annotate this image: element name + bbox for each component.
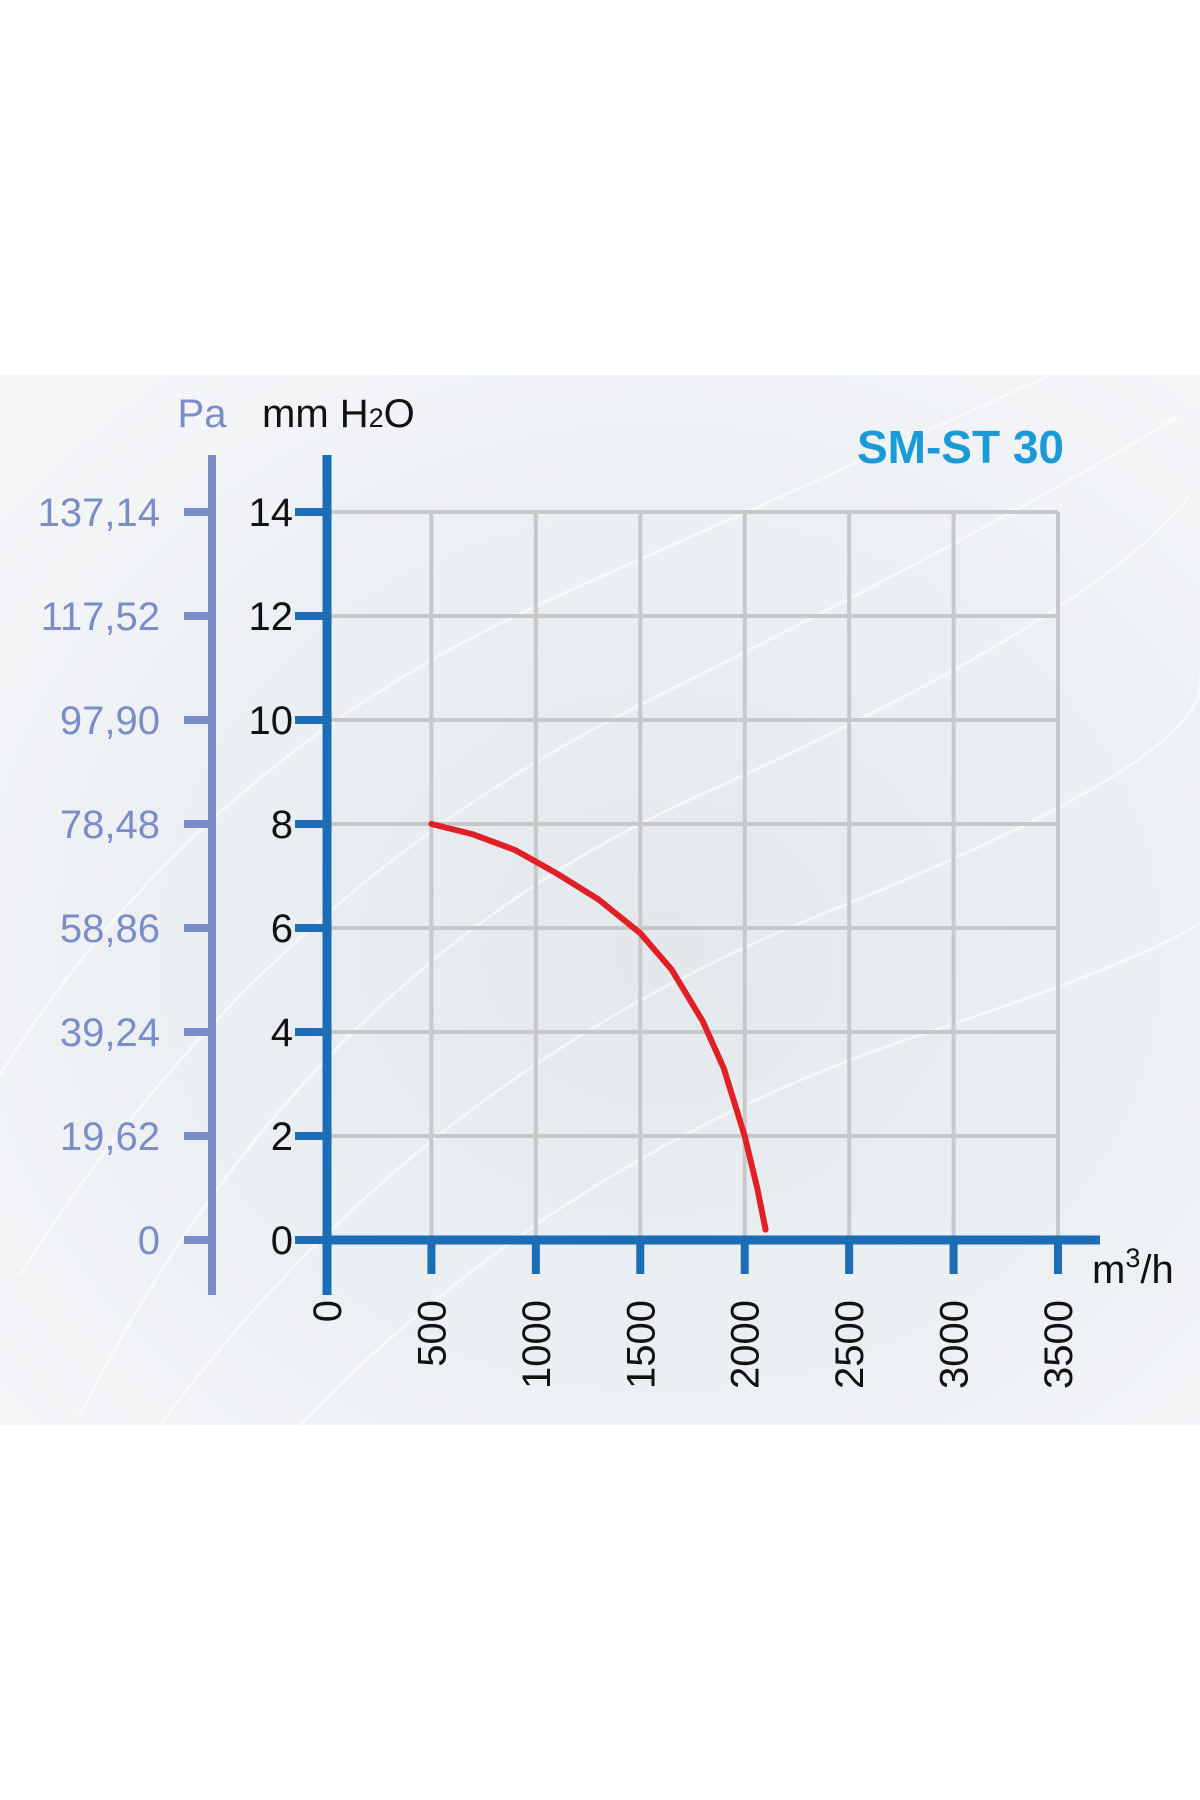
mm-axis-label-main: mm H <box>262 392 369 436</box>
y-tick-label: 0 <box>271 1219 293 1263</box>
mm-axis-label-sub: 2 <box>369 403 384 433</box>
pa-axis-label: Pa <box>178 392 228 436</box>
x-tick-label: 500 <box>410 1300 454 1367</box>
x-tick-label: 3000 <box>933 1300 977 1389</box>
mm-axis-label-end: O <box>384 392 415 436</box>
y-tick-label: 10 <box>249 699 294 743</box>
x-tick-label: 0 <box>306 1300 350 1322</box>
series-line <box>428 821 769 1233</box>
pa-tick-label: 137,14 <box>38 491 160 535</box>
pa-tick-label: 39,24 <box>60 1011 160 1055</box>
chart-svg: 0 2 4 6 8 10 12 14 0 19,62 39,24 58,86 78,48 97,90 117… <box>0 375 1200 1425</box>
grid <box>327 510 1060 1240</box>
y-tick-label: 2 <box>271 1115 293 1159</box>
labels: 0 2 4 6 8 10 12 14 0 19,62 39,24 58,86 78,48 97,90 117… <box>38 491 1081 1389</box>
x-tick-label: 2500 <box>828 1300 872 1389</box>
x-axis-label-sup: 3 <box>1125 1243 1140 1273</box>
y-tick-label: 4 <box>271 1011 293 1055</box>
y-tick-label: 14 <box>249 491 294 535</box>
x-axis-label: m3/h <box>1092 1243 1174 1292</box>
pa-tick-label: 58,86 <box>60 907 160 951</box>
x-axis-label-base: m <box>1092 1248 1125 1292</box>
y-tick-label: 8 <box>271 803 293 847</box>
chart-panel: 0 2 4 6 8 10 12 14 0 19,62 39,24 58,86 78,48 97,90 117… <box>0 375 1200 1425</box>
pa-tick-label: 117,52 <box>41 595 160 639</box>
pa-tick-label: 97,90 <box>60 699 160 743</box>
pa-tick-label: 0 <box>138 1219 160 1263</box>
x-tick-label: 2000 <box>724 1300 768 1389</box>
y-tick-label: 12 <box>249 595 294 639</box>
axes <box>184 455 1100 1295</box>
mm-axis-label: mm H2O <box>262 392 415 436</box>
x-tick-label: 1500 <box>619 1300 663 1389</box>
pa-tick-label: 78,48 <box>60 803 160 847</box>
x-tick-label: 1000 <box>515 1300 559 1389</box>
x-axis-label-end: /h <box>1140 1248 1173 1292</box>
x-tick-label: 3500 <box>1037 1300 1081 1389</box>
pa-tick-label: 19,62 <box>60 1115 160 1159</box>
y-tick-label: 6 <box>271 907 293 951</box>
chart-title: SM-ST 30 <box>857 421 1064 473</box>
series-layer <box>428 821 769 1233</box>
